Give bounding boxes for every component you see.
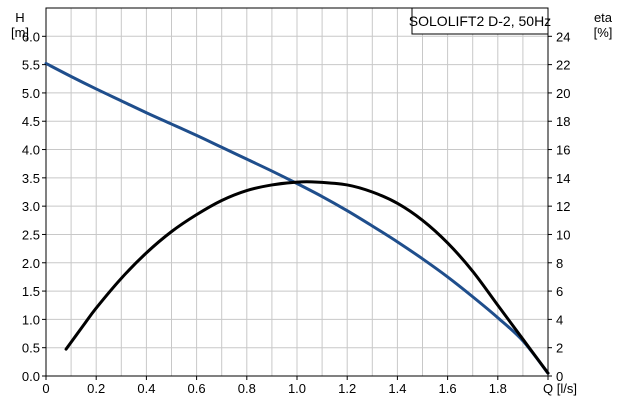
y-right-tick-label: 18: [556, 114, 570, 129]
x-tick-label: 0: [42, 381, 49, 396]
y-left-tick-label: 1.5: [22, 284, 40, 299]
y-right-tick-label: 22: [556, 58, 570, 73]
left-axis-title-line1: H: [15, 10, 24, 25]
y-left-tick-label: 0.5: [22, 341, 40, 356]
y-right-tick-label: 10: [556, 227, 570, 242]
series-layer: [44, 61, 550, 375]
chart-title: SOLOLIFT2 D-2, 50Hz: [409, 13, 551, 29]
y-right-tick-label: 24: [556, 29, 570, 44]
y-left-tick-label: 0.0: [22, 369, 40, 384]
right-axis-title-line1: eta: [594, 10, 613, 25]
x-tick-label: 0.4: [137, 381, 155, 396]
x-tick-label: 0.8: [238, 381, 256, 396]
y-left-tick-label: 6.0: [22, 29, 40, 44]
x-tick-label: 1.8: [489, 381, 507, 396]
y-right-tick-label: 8: [556, 256, 563, 271]
right-axis-title-line2: [%]: [594, 25, 613, 40]
title-box: [411, 7, 549, 35]
y-right-tick-label: 12: [556, 199, 570, 214]
y-left-tick-label: 3.0: [22, 199, 40, 214]
x-tick-label: 1.0: [288, 381, 306, 396]
y-left-tick-label: 1.0: [22, 312, 40, 327]
y-right-tick-label: 14: [556, 171, 570, 186]
y-right-tick-label: 2: [556, 341, 563, 356]
y-left-tick-label: 4.5: [22, 114, 40, 129]
tick-labels: 0 0.2 0.4 0.6 0.8 1.0 1.2 1.4 1.6 1.8 Q [l/s] 0.0 0.…: [22, 29, 577, 396]
y-left-tick-label: 4.0: [22, 143, 40, 158]
x-tick-label: 1.4: [388, 381, 406, 396]
left-axis-title-line2: [m]: [11, 25, 29, 40]
y-right-tick-label: 16: [556, 143, 570, 158]
y-right-tick-label: 6: [556, 284, 563, 299]
efficiency-curve: [64, 180, 550, 375]
grid: [46, 8, 548, 376]
y-left-tick-label: 3.5: [22, 171, 40, 186]
y-left-tick-label: 5.5: [22, 58, 40, 73]
y-right-tick-label: 0: [556, 369, 563, 384]
y-left-tick-label: 2.5: [22, 227, 40, 242]
y-right-tick-label: 20: [556, 86, 570, 101]
y-left-tick-label: 2.0: [22, 256, 40, 271]
y-left-tick-label: 5.0: [22, 86, 40, 101]
x-tick-label: 0.2: [87, 381, 105, 396]
x-tick-label: 1.2: [338, 381, 356, 396]
x-tick-label: 0.6: [188, 381, 206, 396]
x-tick-label: 1.6: [439, 381, 457, 396]
x-axis-title: Q [l/s]: [543, 381, 577, 396]
y-right-tick-label: 4: [556, 312, 563, 327]
